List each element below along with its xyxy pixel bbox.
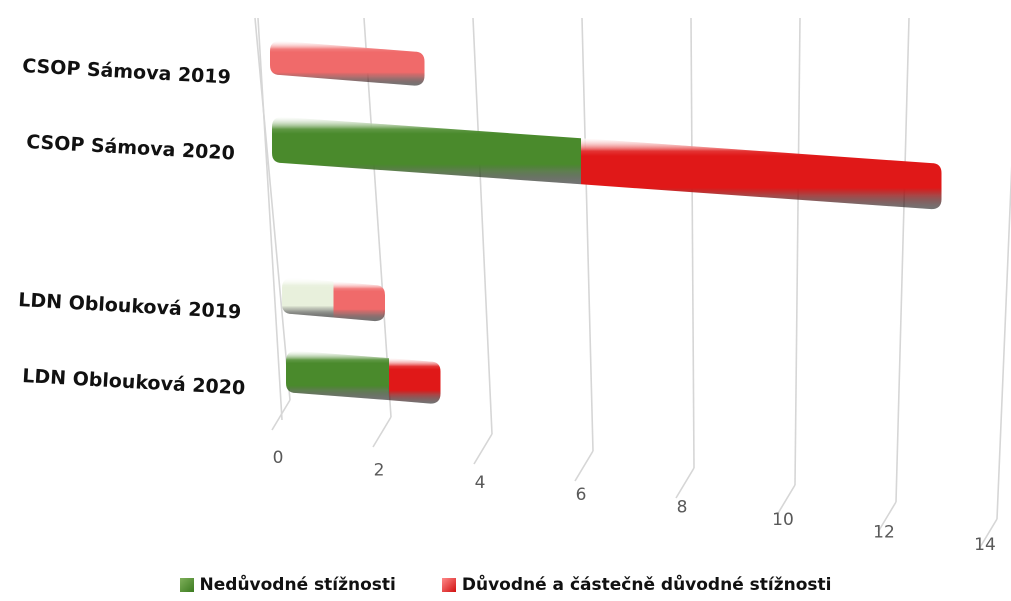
category-labels: CSOP Sámova 2019 CSOP Sámova 2020 LDN Oblo…: [18, 55, 246, 399]
legend-label: Důvodné a částečně důvodné stížnosti: [461, 575, 832, 595]
bar-shine: [270, 41, 425, 86]
legend-label: Nedůvodné stížnosti: [199, 575, 396, 595]
gridline: [581, 17, 594, 452]
floor-line: [877, 501, 897, 533]
gridline: [996, 165, 1011, 520]
category-label: LDN Oblouková 2019: [18, 289, 242, 323]
bar-group: [272, 117, 942, 210]
gridline: [363, 17, 392, 418]
floor-line: [372, 416, 392, 448]
legend: Nedůvodné stížnosti Důvodné a částečně d…: [0, 571, 1011, 599]
x-tick-label: 8: [677, 498, 688, 518]
legend-item-justified: Důvodné a částečně důvodné stížnosti: [441, 575, 832, 595]
gridlines: [254, 17, 1011, 550]
floor-line: [776, 484, 796, 516]
x-tick-label: 12: [873, 522, 895, 542]
legend-swatch-red: [441, 578, 456, 592]
x-tick-label: 2: [374, 460, 385, 480]
gridline: [794, 17, 801, 486]
floor-line: [978, 518, 998, 550]
x-tick-label: 14: [974, 535, 996, 555]
x-tick-label: 10: [772, 510, 794, 530]
bar-shine: [389, 358, 441, 404]
bar-shine: [282, 278, 334, 318]
bar-shine: [581, 138, 942, 210]
category-label: CSOP Sámova 2019: [22, 55, 232, 89]
x-tick-label: 6: [576, 485, 587, 505]
legend-item-unjustified: Nedůvodné stížnosti: [179, 575, 396, 595]
bar-group: [282, 278, 385, 322]
x-axis-ticks: 0 2 4 6 8 10 12 14: [273, 448, 996, 555]
bar-group: [286, 351, 441, 404]
floor-line: [473, 433, 493, 465]
x-tick-label: 4: [475, 473, 486, 493]
axis-line: [257, 17, 283, 421]
bar-group: [270, 41, 425, 86]
bars: [270, 41, 942, 404]
gridline: [254, 17, 291, 401]
gridline: [690, 17, 695, 469]
legend-swatch-green: [179, 578, 194, 592]
bar-shine: [272, 117, 581, 185]
bar-shine: [286, 351, 389, 401]
category-label: LDN Oblouková 2020: [22, 365, 246, 399]
bar-shine: [333, 281, 385, 322]
x-tick-label: 0: [273, 448, 284, 468]
gridline: [472, 17, 493, 435]
category-label: CSOP Sámova 2020: [26, 131, 236, 165]
gridline: [895, 17, 910, 503]
floor-line: [574, 450, 594, 482]
floor-line: [675, 467, 695, 499]
